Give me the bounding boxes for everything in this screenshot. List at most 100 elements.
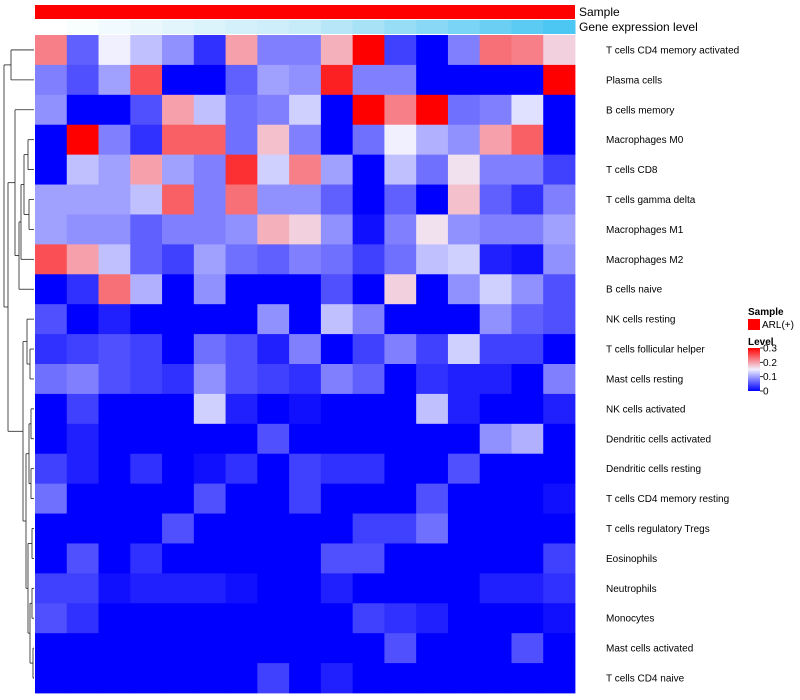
heatmap-cell [98, 304, 131, 335]
row-label: T cells regulatory Tregs [606, 524, 710, 535]
heatmap-cell [479, 423, 512, 455]
heatmap-cell [162, 423, 195, 455]
row-label: T cells CD4 memory activated [606, 45, 739, 56]
heatmap-cell [320, 244, 354, 275]
heatmap-cell [257, 64, 290, 96]
heatmap-cell [384, 124, 417, 156]
heatmap-cell [543, 124, 576, 156]
heatmap-cell [479, 453, 512, 485]
legend: Sample ARL(+) Level 0.3 0.2 0.1 0 [748, 307, 794, 398]
heatmap-cell [225, 214, 258, 245]
heatmap-cell [162, 663, 195, 694]
heatmap-cell [447, 543, 481, 574]
heatmap-cell [289, 364, 322, 395]
heatmap-cell [384, 393, 417, 425]
heatmap-cell [35, 393, 68, 425]
heatmap-cell [193, 64, 226, 96]
heatmap-cell [289, 154, 322, 185]
legend-sample-swatch [748, 319, 760, 330]
heatmap-cell [289, 94, 322, 126]
row-label: T cells CD8 [606, 165, 658, 176]
heatmap-cell [543, 633, 576, 664]
heatmap-cell [479, 64, 512, 96]
heatmap-cell [257, 633, 290, 664]
heatmap-cell [225, 393, 258, 425]
heatmap-cell [66, 244, 99, 275]
heatmap-cell [479, 603, 512, 634]
heatmap-cell [193, 154, 226, 185]
heatmap-cell [384, 633, 417, 664]
heatmap-cell [162, 573, 195, 604]
heatmap-cell [352, 124, 385, 156]
heatmap-cell [66, 483, 99, 514]
heatmap-cell [511, 274, 544, 305]
heatmap-cell [98, 364, 131, 395]
heatmap-cell [98, 633, 131, 664]
heatmap-cell [416, 244, 449, 275]
heatmap-cell [289, 663, 322, 694]
heatmap-cell [289, 573, 322, 604]
heatmap-cell [543, 393, 576, 425]
heatmap-cell [98, 35, 131, 66]
heatmap-cell [193, 393, 226, 425]
expression-segment [162, 20, 195, 34]
row-label: Eosinophils [606, 554, 657, 565]
heatmap-cell [352, 453, 385, 485]
row-label: T cells CD4 naive [606, 674, 685, 685]
heatmap-cell [543, 304, 576, 335]
heatmap-cell [66, 274, 99, 305]
heatmap-cell [416, 483, 449, 514]
heatmap-cell [35, 274, 68, 305]
row-label: B cells naive [606, 285, 663, 296]
expression-annotation-bar [35, 20, 576, 34]
heatmap-cell [257, 334, 290, 365]
heatmap-cell [257, 35, 290, 66]
heatmap-cell [479, 364, 512, 395]
heatmap-cell [384, 663, 417, 694]
heatmap-cell [447, 483, 481, 514]
heatmap-cell [162, 244, 195, 275]
row-label: Monocytes [606, 614, 654, 625]
heatmap-cell [35, 543, 68, 574]
legend-sample-entry: ARL(+) [762, 320, 794, 331]
heatmap-cell [479, 483, 512, 514]
heatmap-cell [511, 393, 544, 425]
legend-level-gradient [748, 348, 760, 391]
heatmap-cell [257, 393, 290, 425]
heatmap-cell [130, 334, 163, 365]
heatmap-cell [447, 64, 481, 96]
heatmap-cell [479, 543, 512, 574]
heatmap-cell [447, 423, 481, 455]
heatmap-cell [98, 154, 131, 185]
expression-segment [543, 20, 576, 34]
heatmap-cell [479, 393, 512, 425]
heatmap-cell [447, 274, 481, 305]
heatmap-cell [416, 453, 449, 485]
heatmap-cell [35, 483, 68, 514]
row-label: B cells memory [606, 105, 674, 116]
heatmap-cell [162, 274, 195, 305]
row-label: Mast cells resting [606, 374, 683, 385]
row-label: Neutrophils [606, 584, 657, 595]
heatmap-cell [66, 94, 99, 126]
heatmap-cell [416, 633, 449, 664]
heatmap-cell [130, 154, 163, 185]
heatmap-cell [193, 304, 226, 335]
heatmap-cell [225, 543, 258, 574]
heatmap-cell [130, 304, 163, 335]
heatmap-cell [225, 94, 258, 126]
heatmap-cell [162, 453, 195, 485]
heatmap-cell [479, 94, 512, 126]
heatmap-cell [98, 573, 131, 604]
row-label: T cells CD4 memory resting [606, 494, 729, 505]
heatmap-cell [98, 423, 131, 455]
heatmap-cell [543, 603, 576, 634]
legend-tick-label: 0.3 [763, 344, 777, 355]
heatmap-cell [320, 35, 354, 66]
heatmap-cell [543, 483, 576, 514]
heatmap-cell [447, 94, 481, 126]
heatmap-cell [225, 184, 258, 215]
heatmap-cell [98, 543, 131, 574]
heatmap-cell [66, 603, 99, 634]
heatmap-cell [511, 334, 544, 365]
